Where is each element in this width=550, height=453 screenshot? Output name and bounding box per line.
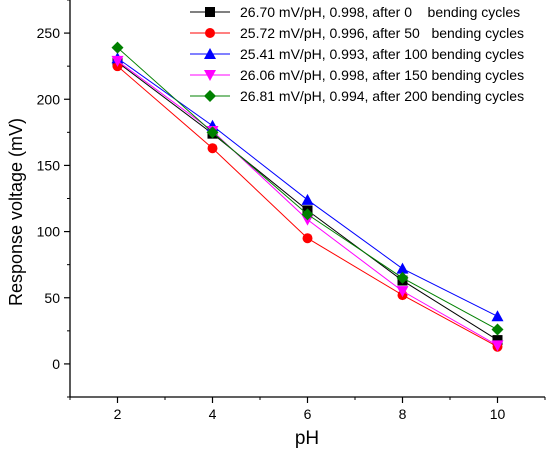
legend-label: 26.70 mV/pH, 0.998, after 0 bending cycl… [240,4,520,20]
series-group [111,41,504,352]
y-tick-label: 50 [44,290,60,306]
data-point [491,323,504,336]
data-point [491,340,504,352]
legend-item: 25.72 mV/pH, 0.996, after 50 bending cyc… [190,25,524,41]
y-tick-label: 200 [37,91,61,107]
data-point [111,55,124,67]
legend: 26.70 mV/pH, 0.998, after 0 bending cycl… [190,4,524,104]
legend-item: 25.41 mV/pH, 0.993, after 100 bending cy… [190,46,524,62]
x-tick-label: 8 [399,406,407,422]
legend-label: 26.06 mV/pH, 0.998, after 150 bending cy… [240,67,524,83]
legend-label: 26.81 mV/pH, 0.994, after 200 bending cy… [240,88,524,104]
y-tick-label: 0 [52,356,60,372]
y-tick-label: 100 [37,224,61,240]
legend-label: 25.72 mV/pH, 0.996, after 50 bending cyc… [240,25,524,41]
data-point [301,193,314,205]
legend-item: 26.81 mV/pH, 0.994, after 200 bending cy… [190,88,524,104]
data-point [396,262,409,274]
x-axis-label: pH [295,428,319,449]
y-axis-label: Response voltage (mV) [6,118,26,306]
legend-marker [205,28,215,38]
data-point [492,335,503,346]
data-point [207,143,218,154]
legend-label: 25.41 mV/pH, 0.993, after 100 bending cy… [240,46,524,62]
y-tick-label: 250 [37,25,61,41]
data-point [206,126,219,139]
data-point [491,310,504,322]
legend-marker [204,70,216,81]
data-point [301,208,314,221]
data-point [396,286,409,298]
legend-marker [204,48,216,59]
data-point [302,233,313,244]
series-4 [111,41,504,336]
y-tick-label: 150 [37,157,61,173]
x-tick-label: 4 [209,406,217,422]
series-3 [111,55,504,352]
data-point [111,41,124,54]
legend-item: 26.06 mV/pH, 0.998, after 150 bending cy… [190,67,524,83]
x-tick-label: 6 [304,406,312,422]
legend-marker [205,7,215,17]
legend-marker [204,90,216,102]
data-point [396,271,409,284]
legend-item: 26.70 mV/pH, 0.998, after 0 bending cycl… [190,4,520,20]
x-tick-label: 10 [490,406,506,422]
x-tick-label: 2 [114,406,122,422]
